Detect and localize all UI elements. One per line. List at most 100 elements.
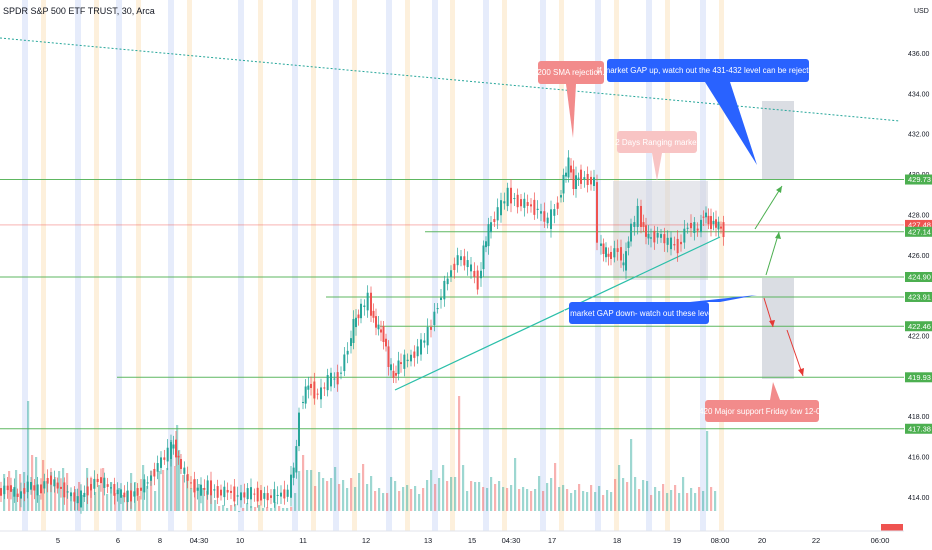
candle-body — [26, 481, 29, 493]
candle-body — [513, 198, 516, 200]
candle-body — [330, 372, 332, 387]
volume-bar — [682, 477, 685, 511]
volume-bar — [150, 471, 153, 511]
candle-body — [186, 474, 189, 481]
volume-layer — [3, 396, 717, 512]
x-tick-label: 20 — [758, 536, 766, 545]
candle-body — [270, 495, 272, 498]
candle-body — [320, 387, 322, 400]
candle-body — [400, 362, 402, 365]
candle-body — [420, 339, 422, 355]
y-tick-label: 422.00 — [908, 334, 930, 341]
candle-body — [450, 270, 452, 277]
candle-body — [100, 477, 102, 484]
candle-body — [93, 478, 96, 489]
candle-body — [722, 222, 725, 238]
candle-body — [440, 297, 442, 301]
candle-body — [273, 489, 276, 503]
y-tick-label: 426.00 — [908, 253, 930, 260]
volume-bar — [662, 484, 665, 511]
candle-body — [712, 220, 715, 225]
candle-body — [230, 490, 232, 493]
volume-bar — [702, 491, 705, 511]
volume-bar — [646, 481, 649, 511]
candle-body — [43, 481, 46, 489]
volume-bar — [518, 489, 521, 511]
volume-bar — [510, 485, 513, 511]
candle-body — [213, 489, 216, 491]
arrow-up-2 — [765, 231, 780, 276]
candle-body — [406, 359, 409, 362]
candle-body — [430, 327, 432, 330]
candle-body — [170, 442, 172, 460]
x-tick-label: 13 — [424, 536, 432, 545]
volume-bar — [638, 489, 641, 511]
candle-body — [233, 486, 236, 502]
candle-body — [633, 222, 636, 227]
volume-bar — [38, 495, 41, 511]
candle-body — [707, 215, 710, 225]
volume-bar — [31, 455, 34, 511]
candle-body — [120, 489, 122, 498]
x-tick-label: 6 — [116, 536, 120, 545]
candle-body — [490, 222, 492, 233]
candle-body — [426, 327, 429, 346]
volume-bar — [214, 500, 217, 511]
time-scale[interactable]: 5 6 8 04:30 10 11 12 13 15 04:30 17 18 19 08:00 20 22 06… — [0, 530, 932, 550]
volume-bar — [678, 493, 681, 511]
candle-body — [715, 219, 717, 228]
volume-bar — [494, 484, 497, 511]
arrow-down-2 — [786, 329, 804, 377]
volume-bar — [194, 479, 197, 511]
candle-body — [453, 263, 456, 271]
volume-bar — [570, 493, 573, 511]
volume-bar — [406, 485, 409, 511]
candle-body — [80, 490, 82, 508]
projection-box-up — [762, 101, 794, 179]
candle-body — [133, 491, 136, 497]
volume-bar — [606, 490, 609, 511]
volume-bar — [246, 503, 249, 511]
candle-body — [622, 262, 625, 266]
price-scale[interactable]: USD 436.00434.00432.00430.00428.00426.00… — [881, 0, 932, 550]
candle-body — [607, 253, 610, 257]
level-price-tag — [905, 291, 932, 302]
volume-bar — [250, 506, 253, 511]
volume-bar — [554, 463, 557, 511]
volume-bar — [310, 470, 313, 511]
volume-bar — [666, 493, 669, 511]
level-price-tag — [905, 219, 932, 230]
volume-bar — [354, 487, 357, 511]
level-price-text: 424.90 — [908, 273, 931, 282]
volume-bar — [142, 465, 145, 511]
volume-bar — [138, 496, 141, 511]
sma-200-dotted-line — [0, 37, 901, 122]
candle-body — [550, 209, 552, 229]
volume-bar — [202, 488, 205, 511]
y-tick-label: 432.00 — [908, 132, 930, 139]
candle-body — [177, 455, 180, 458]
volume-bar — [122, 495, 125, 511]
candle-body — [645, 225, 647, 237]
volume-bar — [426, 480, 429, 511]
volume-bar — [586, 492, 589, 511]
projection-box-down — [762, 278, 794, 379]
candle-body — [717, 221, 720, 230]
candle-body — [616, 248, 619, 252]
candle-body — [166, 447, 169, 462]
candle-body — [575, 175, 577, 190]
volume-bar — [350, 478, 353, 511]
range-boxes — [613, 101, 794, 379]
volume-bar — [490, 477, 493, 511]
volume-bar — [298, 471, 301, 511]
candle-body — [130, 490, 132, 502]
volume-bar — [98, 485, 101, 511]
volume-bar — [650, 495, 653, 511]
candle-body — [377, 324, 380, 330]
candle-body — [140, 487, 142, 491]
candle-body — [523, 198, 526, 208]
volume-bar — [714, 491, 717, 511]
x-tick-label: 11 — [299, 536, 307, 545]
level-price-text: 417.38 — [908, 424, 931, 433]
candle-body — [143, 479, 146, 493]
